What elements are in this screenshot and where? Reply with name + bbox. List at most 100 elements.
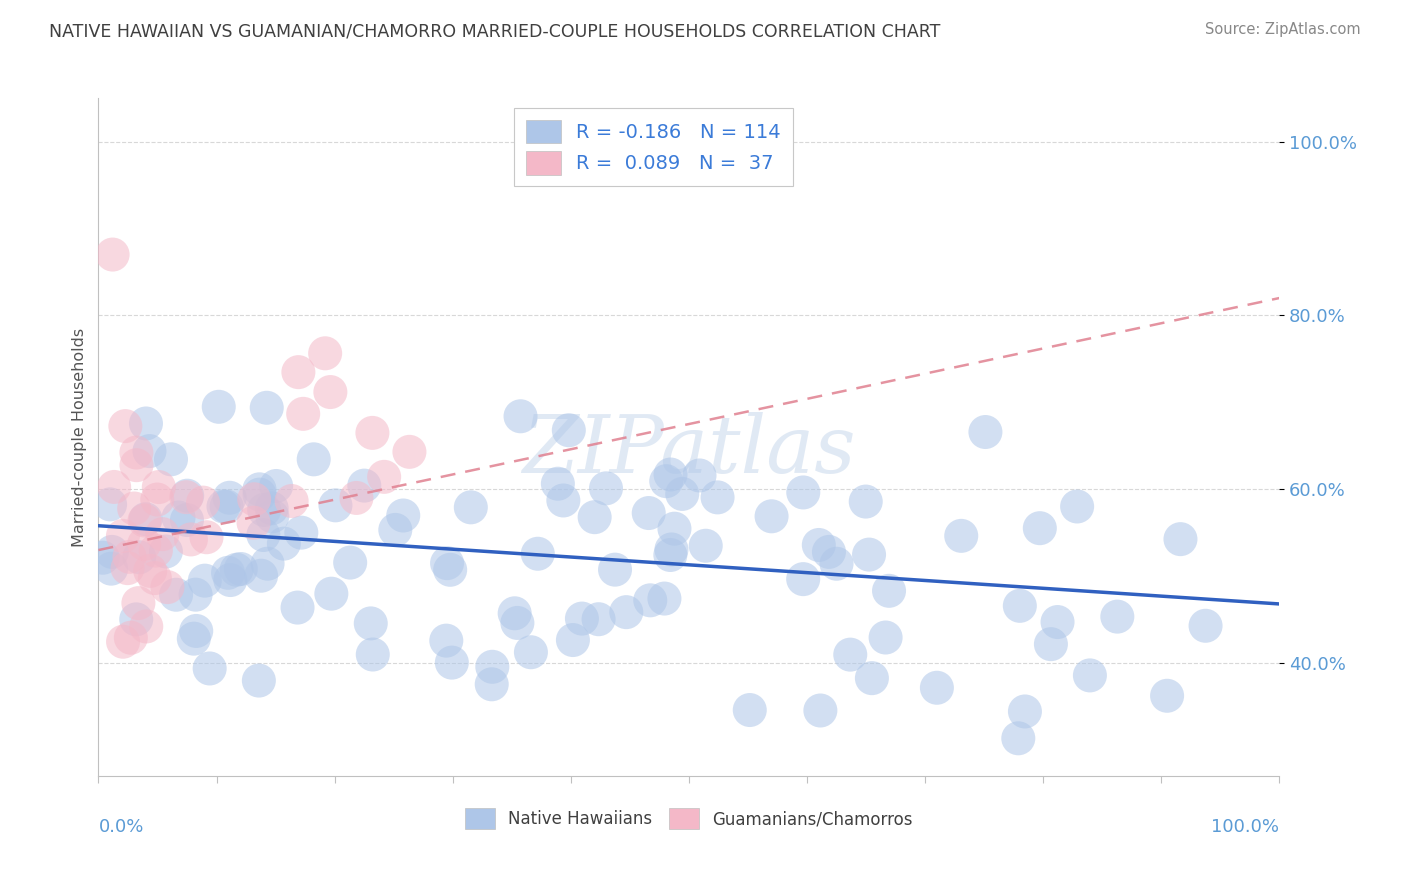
Point xyxy=(325,499,347,513)
Point xyxy=(659,467,682,482)
Point xyxy=(249,487,271,501)
Point xyxy=(91,550,114,565)
Point xyxy=(808,704,831,718)
Point xyxy=(361,425,384,440)
Point xyxy=(877,583,900,598)
Point xyxy=(321,587,343,601)
Point xyxy=(571,611,593,625)
Point xyxy=(122,501,145,516)
Point xyxy=(614,605,637,619)
Point xyxy=(1039,637,1062,651)
Point xyxy=(860,671,883,685)
Point xyxy=(198,661,221,675)
Point xyxy=(217,566,239,580)
Point xyxy=(398,445,420,459)
Point xyxy=(1046,615,1069,629)
Point xyxy=(273,536,295,550)
Point xyxy=(481,660,503,674)
Point xyxy=(553,493,575,508)
Point xyxy=(249,483,271,497)
Point xyxy=(287,600,309,615)
Point xyxy=(506,615,529,630)
Point xyxy=(125,612,148,626)
Point xyxy=(1156,689,1178,703)
Point xyxy=(509,409,531,424)
Point xyxy=(384,523,406,537)
Point xyxy=(127,596,149,610)
Point xyxy=(974,425,997,439)
Point xyxy=(1029,521,1052,535)
Point xyxy=(1007,731,1029,746)
Point xyxy=(839,648,862,662)
Point xyxy=(603,563,626,577)
Point xyxy=(807,538,830,552)
Point xyxy=(706,491,728,505)
Point xyxy=(655,474,678,488)
Point xyxy=(195,530,218,544)
Point xyxy=(353,478,375,492)
Text: Source: ZipAtlas.com: Source: ZipAtlas.com xyxy=(1205,22,1361,37)
Point xyxy=(215,500,238,514)
Point xyxy=(671,487,693,501)
Point xyxy=(219,573,242,587)
Point xyxy=(242,516,264,530)
Point xyxy=(595,481,617,495)
Point xyxy=(436,556,458,570)
Point xyxy=(583,510,606,524)
Point xyxy=(128,550,150,565)
Point xyxy=(120,631,142,645)
Point xyxy=(256,401,278,415)
Point xyxy=(150,527,173,541)
Point xyxy=(103,480,125,494)
Point xyxy=(638,593,661,607)
Point xyxy=(792,572,814,586)
Point xyxy=(654,591,676,606)
Point xyxy=(664,522,686,536)
Point xyxy=(659,548,682,562)
Point xyxy=(156,580,179,594)
Point xyxy=(167,510,190,524)
Point xyxy=(183,632,205,646)
Point xyxy=(143,571,166,585)
Point xyxy=(1194,619,1216,633)
Point xyxy=(287,365,309,379)
Point xyxy=(118,549,141,564)
Point xyxy=(950,529,973,543)
Point xyxy=(155,544,177,558)
Point xyxy=(1170,532,1192,546)
Point xyxy=(1078,668,1101,682)
Point xyxy=(138,444,160,458)
Point xyxy=(111,529,134,543)
Point xyxy=(361,648,384,662)
Point xyxy=(280,494,302,508)
Point xyxy=(520,645,543,659)
Point xyxy=(101,247,124,261)
Point xyxy=(135,619,157,633)
Point xyxy=(1014,705,1036,719)
Point xyxy=(186,624,208,638)
Point xyxy=(738,703,761,717)
Point xyxy=(174,490,197,504)
Point xyxy=(247,673,270,688)
Point xyxy=(1008,599,1031,613)
Point xyxy=(527,547,550,561)
Point xyxy=(392,508,415,523)
Point xyxy=(661,542,683,557)
Point xyxy=(875,631,897,645)
Point xyxy=(260,501,283,516)
Point xyxy=(637,506,659,520)
Point xyxy=(176,489,198,503)
Point xyxy=(218,491,240,505)
Y-axis label: Married-couple Households: Married-couple Households xyxy=(72,327,87,547)
Point xyxy=(180,533,202,547)
Point xyxy=(588,612,610,626)
Text: 0.0%: 0.0% xyxy=(98,818,143,836)
Point xyxy=(558,423,581,437)
Point xyxy=(292,407,315,421)
Point xyxy=(252,528,274,542)
Point xyxy=(825,557,848,571)
Point xyxy=(1107,609,1129,624)
Point xyxy=(302,452,325,467)
Text: ZIPatlas: ZIPatlas xyxy=(522,412,856,490)
Point xyxy=(135,417,157,431)
